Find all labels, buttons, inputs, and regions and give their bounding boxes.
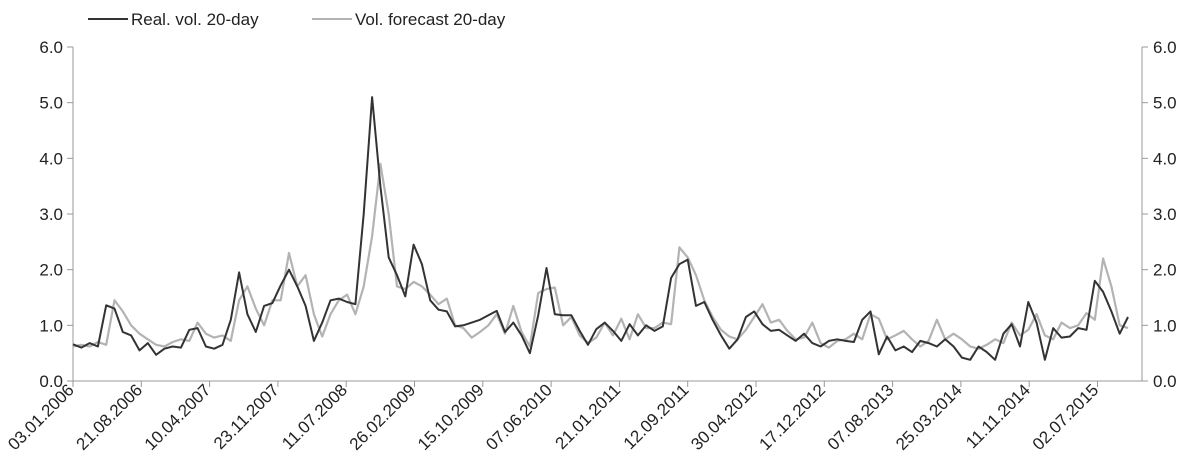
x-ticks: 03.01.200621.08.200610.04.200723.11.2007…	[4, 380, 1102, 454]
x-tick-label: 21.08.2006	[73, 380, 147, 454]
x-tick-label: 15.10.2009	[414, 380, 488, 454]
y-tick-left-label: 0.0	[39, 372, 63, 391]
y-tick-right-label: 5.0	[1153, 94, 1177, 113]
y-tick-right-label: 0.0	[1153, 372, 1177, 391]
legend-label-vol-forecast: Vol. forecast 20-day	[355, 10, 506, 29]
y-tick-left-label: 1.0	[39, 316, 63, 335]
x-tick-label: 07.08.2013	[824, 380, 898, 454]
y-tick-left-label: 5.0	[39, 94, 63, 113]
y-tick-left-label: 4.0	[39, 149, 63, 168]
x-tick-label: 11.07.2008	[278, 380, 351, 453]
y-tick-right-label: 1.0	[1153, 316, 1177, 335]
x-tick-label: 03.01.2006	[4, 380, 78, 454]
y-tick-right-label: 3.0	[1153, 205, 1177, 224]
x-tick-label: 17.12.2012	[756, 380, 830, 454]
series-layer	[72, 96, 1129, 361]
y-tick-left-label: 3.0	[39, 205, 63, 224]
y-ticks-right: 0.0 1.0 2.0 3.0 4.0 5.0 6.0	[1142, 38, 1177, 391]
x-tick-label: 23.11.2007	[210, 380, 283, 453]
x-tick-label: 12.09.2011	[620, 380, 693, 453]
series-line-vol-forecast	[72, 162, 1129, 350]
legend-label-realized-vol: Real. vol. 20-day	[131, 10, 259, 29]
y-tick-right-label: 6.0	[1153, 38, 1177, 57]
x-tick-label: 26.02.2009	[346, 380, 420, 454]
series-line-realized-vol	[72, 96, 1129, 361]
y-ticks-left: 0.0 1.0 2.0 3.0 4.0 5.0 6.0	[39, 38, 73, 391]
x-tick-label: 07.06.2010	[482, 380, 556, 454]
x-tick-label: 10.04.2007	[141, 380, 215, 454]
x-tick-label: 02.07.2015	[1029, 380, 1103, 454]
x-tick-label: 21.01.2011	[552, 380, 625, 453]
y-tick-right-label: 4.0	[1153, 149, 1177, 168]
x-tick-label: 30.04.2012	[687, 380, 761, 454]
legend: Real. vol. 20-day Vol. forecast 20-day	[88, 10, 506, 29]
x-tick-label: 11.11.2014	[962, 380, 1034, 452]
y-tick-left-label: 6.0	[39, 38, 63, 57]
y-tick-left-label: 2.0	[39, 261, 63, 280]
x-tick-label: 25.03.2014	[892, 380, 966, 454]
y-tick-right-label: 2.0	[1153, 261, 1177, 280]
